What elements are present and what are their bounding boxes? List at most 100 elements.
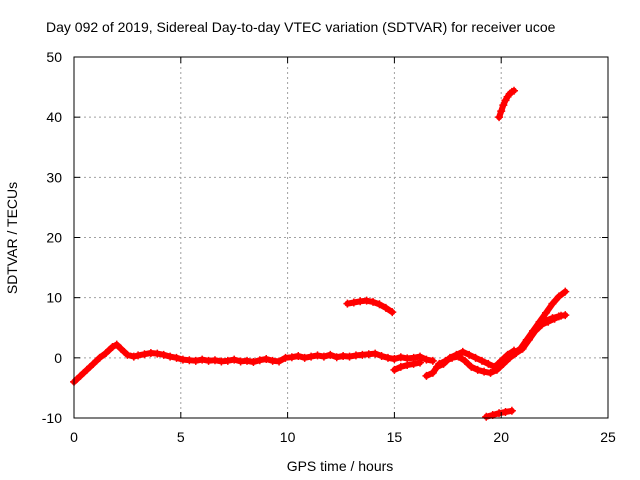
series-main-track xyxy=(70,340,437,386)
data-point xyxy=(458,347,467,356)
data-point xyxy=(460,356,469,365)
data-point xyxy=(497,356,506,365)
data-point xyxy=(210,356,219,365)
data-point xyxy=(554,312,563,321)
data-point xyxy=(510,349,519,358)
data-point xyxy=(473,365,482,374)
data-point xyxy=(499,101,508,110)
y-tick-label: 10 xyxy=(46,290,62,306)
data-point xyxy=(510,86,519,95)
data-point xyxy=(416,358,425,367)
data-point xyxy=(332,353,341,362)
data-point xyxy=(409,359,418,368)
data-point xyxy=(439,359,448,368)
data-point xyxy=(484,359,493,368)
series-upper-branch xyxy=(529,311,570,335)
data-point xyxy=(561,287,570,296)
y-tick-label: 50 xyxy=(46,49,62,65)
y-tick-label: 40 xyxy=(46,109,62,125)
data-point xyxy=(497,107,506,116)
data-point xyxy=(275,357,284,366)
data-point xyxy=(319,352,328,361)
data-point xyxy=(108,343,117,352)
x-tick-label: 10 xyxy=(280,429,296,445)
data-point xyxy=(471,353,480,362)
data-point xyxy=(482,412,491,421)
y-tick-label: -10 xyxy=(42,410,62,426)
data-point xyxy=(307,352,316,361)
data-point xyxy=(112,340,121,349)
data-point xyxy=(191,356,200,365)
data-point xyxy=(388,308,397,317)
axis-ticks: 0 5 10 15 20 25 -10 0 10 20 30 40 50 xyxy=(42,49,616,445)
data-point xyxy=(381,303,390,312)
data-point xyxy=(403,361,412,370)
data-point xyxy=(294,352,303,361)
data-point xyxy=(369,297,378,306)
data-point xyxy=(548,299,557,308)
x-tick-label: 20 xyxy=(493,429,509,445)
data-point xyxy=(554,292,563,301)
data-point xyxy=(390,365,399,374)
data-point xyxy=(243,356,252,365)
y-axis-label: SDTVAR / TECUs xyxy=(4,182,20,294)
data-point xyxy=(375,300,384,309)
data-point xyxy=(422,371,431,380)
data-point xyxy=(428,356,437,365)
grid xyxy=(74,57,608,418)
data-point xyxy=(522,335,531,344)
series-late-track-b xyxy=(433,346,519,371)
data-point xyxy=(300,353,309,362)
data-point xyxy=(287,353,296,362)
x-tick-label: 15 xyxy=(387,429,403,445)
data-point xyxy=(383,353,392,362)
data-point xyxy=(561,311,570,320)
data-point xyxy=(313,351,322,360)
data-point xyxy=(495,113,504,122)
data-point xyxy=(490,362,499,371)
data-point xyxy=(486,368,495,377)
y-tick-label: 0 xyxy=(54,350,62,366)
data-point xyxy=(123,350,132,359)
series-high-segment xyxy=(495,86,519,122)
x-tick-label: 0 xyxy=(70,429,78,445)
data-point xyxy=(542,316,551,325)
x-axis-label: GPS time / hours xyxy=(287,458,394,474)
data-point xyxy=(495,409,504,418)
data-point xyxy=(480,367,489,376)
data-point xyxy=(134,351,143,360)
data-point xyxy=(452,350,461,359)
data-point xyxy=(422,355,431,364)
data-point xyxy=(140,350,149,359)
data-point xyxy=(548,314,557,323)
x-tick-label: 5 xyxy=(177,429,185,445)
y-tick-label: 20 xyxy=(46,230,62,246)
data-point xyxy=(129,352,138,361)
data-point xyxy=(102,349,111,358)
data-point xyxy=(396,362,405,371)
y-tick-label: 30 xyxy=(46,169,62,185)
data-point xyxy=(198,355,207,364)
data-point xyxy=(159,350,168,359)
data-point xyxy=(529,326,538,335)
data-point xyxy=(516,344,525,353)
data-point xyxy=(343,299,352,308)
data-point xyxy=(377,352,386,361)
data-point xyxy=(223,356,232,365)
data-point xyxy=(249,358,258,367)
data-point xyxy=(326,350,335,359)
data-point xyxy=(153,349,162,358)
data-point xyxy=(503,350,512,359)
data-point xyxy=(95,353,104,362)
data-points xyxy=(70,86,570,421)
series-arc-13-15 xyxy=(343,296,397,317)
data-point xyxy=(349,298,358,307)
data-point xyxy=(172,353,181,362)
data-point xyxy=(362,296,371,305)
data-point xyxy=(433,362,442,371)
data-point xyxy=(371,349,380,358)
data-point xyxy=(89,359,98,368)
data-point xyxy=(76,371,85,380)
data-point xyxy=(542,308,551,317)
